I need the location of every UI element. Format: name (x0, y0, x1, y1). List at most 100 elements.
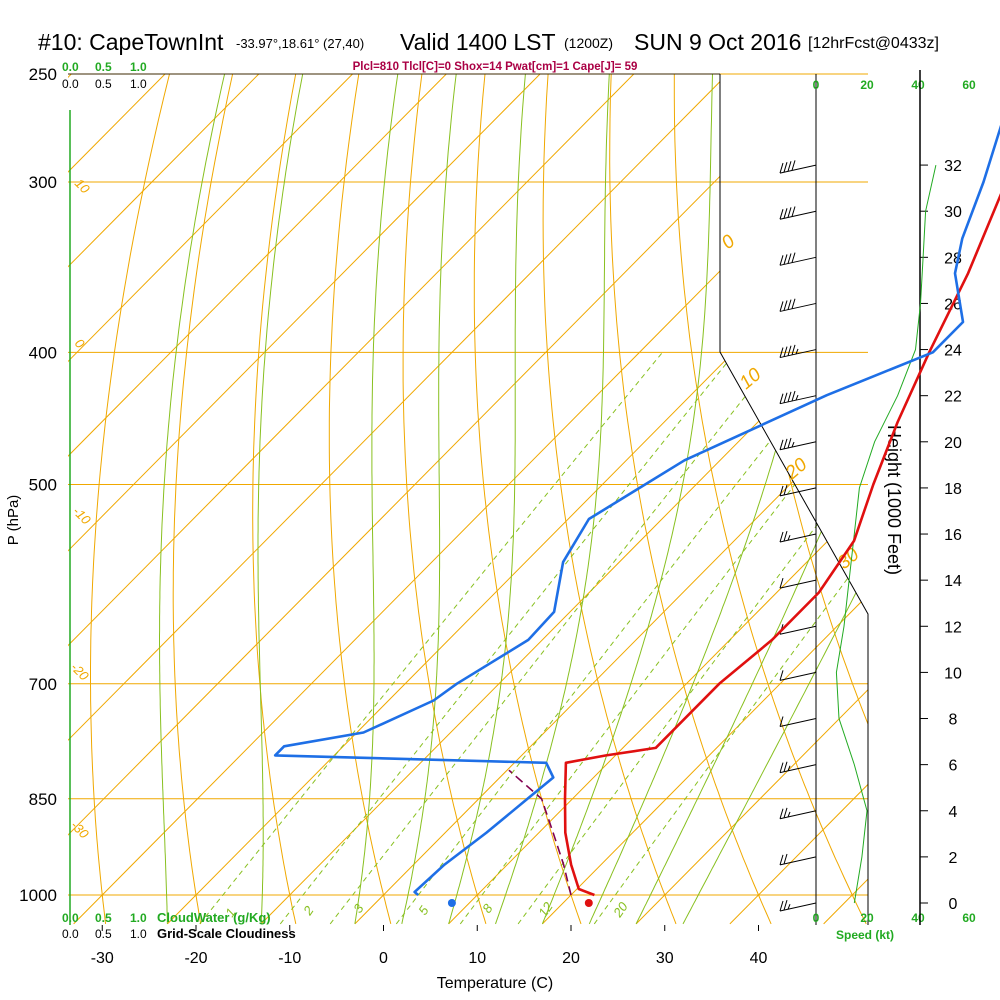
speed-scale-top: 60 (962, 78, 976, 92)
pressure-tick-label: 500 (29, 476, 57, 495)
wind-barb (779, 160, 817, 174)
dry-adiabat (402, 74, 487, 925)
plot-frame-right (719, 74, 869, 925)
thermo-diagram (68, 74, 1000, 925)
mixing-ratio-label: 8 (479, 901, 496, 916)
pressure-tick-label: 1000 (19, 886, 57, 905)
dewpoint-line (273, 124, 1000, 896)
speed-scale-bottom: 20 (860, 911, 874, 925)
pressure-tick-label: 850 (29, 790, 57, 809)
temperature-tick-label: 20 (562, 950, 580, 967)
mixing-ratio-line (517, 351, 868, 925)
valid-date: SUN 9 Oct 2016 (634, 29, 801, 55)
wind-barb (779, 484, 817, 497)
wind-barb (779, 390, 817, 405)
isotherm (73, 74, 868, 925)
wind-barb (779, 807, 817, 820)
dry-adiabat (328, 74, 392, 925)
cloudwater-scale-bottom: 1.0 (130, 911, 147, 925)
wind-barb (779, 853, 817, 866)
speed-scale-top: 0 (813, 78, 820, 92)
wind-barb (779, 437, 817, 451)
dry-adiabat (90, 74, 170, 924)
speed-scale-top: 20 (860, 78, 874, 92)
cloudiness-scale-bottom: 0.5 (95, 927, 112, 941)
wind-barb (779, 578, 817, 589)
wind-barb (779, 344, 817, 359)
station-title: #10: CapeTownInt (38, 29, 224, 55)
wind-barb (779, 252, 817, 266)
mixing-ratio-line (395, 351, 841, 925)
moist-adiabat (541, 74, 713, 925)
cloudwater-scale-top: 1.0 (130, 60, 147, 74)
isotherm (729, 74, 868, 925)
mixing-ratio-label: 5 (415, 903, 432, 918)
height-tick-label: 14 (944, 573, 962, 590)
isotherm (68, 74, 260, 925)
isotherm (542, 74, 868, 925)
moist-adiabat (257, 74, 304, 924)
station-coords: -33.97°,18.61° (27,40) (236, 36, 364, 51)
mixing-ratio-line (329, 351, 781, 925)
mixing-ratio-label: 20 (610, 899, 632, 921)
speed-label: Speed (kt) (836, 928, 894, 942)
dry-adiabat (252, 74, 297, 925)
wind-barb (779, 899, 817, 912)
cloudwater-scale-top: 0.0 (62, 60, 79, 74)
temperature-tick-label: -30 (91, 950, 114, 967)
mixing-ratio-line (593, 351, 868, 925)
theta-e-label: 0 (718, 231, 740, 254)
dry-adiabat (542, 74, 677, 925)
height-tick-label: 16 (944, 527, 962, 544)
speed-scale-bottom: 0 (813, 911, 820, 925)
isotherm (823, 74, 868, 925)
zulu-time: (1200Z) (564, 35, 613, 51)
moist-adiabat (159, 74, 226, 924)
plot-frame (68, 73, 869, 925)
cloudiness-label: Grid-Scale Cloudiness (157, 926, 296, 941)
temperature-tick-label: 10 (468, 950, 486, 967)
wind-barb (779, 761, 817, 774)
dry-adiabat (673, 74, 867, 925)
dry-adiabat (927, 74, 1000, 924)
theta-e-label: 20 (781, 454, 812, 485)
dry-adiabat-label: -30 (68, 818, 92, 842)
moist-adiabat (448, 74, 526, 925)
height-tick-label: 18 (944, 481, 962, 498)
isotherm (68, 74, 447, 925)
y-axis-label: P (hPa) (5, 495, 22, 546)
cloudwater-label: CloudWater (g/Kg) (157, 910, 271, 925)
height-tick-label: 30 (944, 204, 962, 221)
surface_dewpoint-marker (447, 899, 456, 907)
moist-adiabat (682, 74, 868, 925)
temperature-tick-label: -10 (278, 950, 301, 967)
cloudiness-scale-bottom: 0.0 (62, 927, 79, 941)
temperature-tick-label: -20 (184, 950, 207, 967)
temperature-tick-label: 40 (750, 950, 768, 967)
moist-adiabat (401, 74, 457, 925)
mixing-ratio-label: 2 (300, 903, 317, 919)
cloudwater-scale-top: 0.5 (95, 60, 112, 74)
height-tick-label: 24 (944, 343, 962, 360)
dry-adiabat (172, 74, 234, 924)
isotherm (448, 74, 868, 925)
parcel-line (508, 769, 572, 896)
forecast-info: [12hrFcst@0433z] (808, 35, 939, 52)
pressure-tick-label: 400 (29, 343, 57, 362)
height-tick-label: 0 (949, 896, 958, 913)
dry-adiabat (863, 74, 868, 925)
isotherm (68, 74, 728, 925)
speed-scale-bottom: 40 (911, 911, 925, 925)
moist-adiabat (354, 74, 399, 924)
speed-scale-bottom: 60 (962, 911, 976, 925)
isotherm (68, 74, 541, 925)
dry-adiabat-label: -10 (70, 504, 94, 528)
speed-scale-top: 40 (911, 78, 925, 92)
height-tick-label: 10 (944, 665, 962, 682)
valid-time: Valid 1400 LST (400, 29, 556, 55)
height-tick-label: 12 (944, 619, 962, 636)
mixing-ratio-line (199, 351, 663, 925)
pressure-tick-label: 250 (29, 65, 57, 84)
wind-barb (779, 206, 817, 220)
isotherm (917, 74, 1000, 924)
